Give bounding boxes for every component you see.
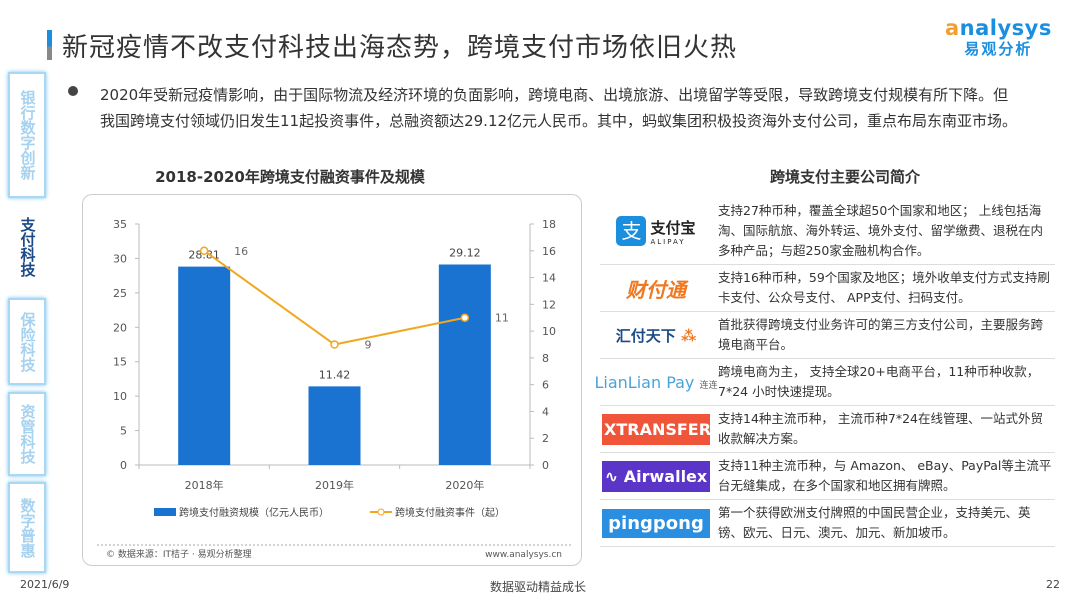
x-tick-label: 2018年 (185, 478, 224, 492)
chinapnr-logo: 汇付天下 ⁂ (615, 326, 697, 345)
right-tick-label: 12 (542, 298, 556, 311)
left-tick-label: 35 (113, 218, 127, 231)
right-tick-label: 2 (542, 432, 549, 445)
title-accent-bar (47, 30, 52, 60)
left-tick-label: 0 (120, 459, 127, 472)
company-desc: 支持14种主流币种， 主流币种7*24在线管理、一站式外贸收款解决方案。 (718, 411, 1043, 446)
left-tick-label: 20 (113, 321, 127, 334)
right-tick-label: 10 (542, 325, 556, 338)
sidebar-item-inclusive[interactable]: 数字普惠 (8, 482, 46, 573)
summary-text: 2020年受新冠疫情影响，由于国际物流及经济环境的负面影响，跨境电商、出境旅游、… (100, 86, 1018, 130)
sidebar-item-asset[interactable]: 资管科技 (8, 392, 46, 476)
line-series (203, 249, 466, 346)
bar (178, 266, 231, 465)
company-row-alipay: 支支付宝 ALIPAY 支持27种币种，覆盖全球超50个国家和地区； 上线包括海淘… (600, 198, 1055, 265)
left-tick-label: 30 (113, 252, 127, 265)
line-point (460, 313, 470, 322)
alipay-logo: 支支付宝 ALIPAY (600, 201, 712, 261)
legend-line-marker (377, 508, 385, 516)
left-tick-label: 25 (113, 287, 127, 300)
line-point (199, 246, 209, 256)
source-site: www.analysys.cn (485, 550, 562, 560)
line-point (330, 340, 339, 349)
left-tick-label: 10 (113, 390, 127, 403)
chart-frame (82, 194, 582, 566)
companies-title: 跨境支付主要公司简介 (769, 168, 920, 186)
source-text: © 数据来源：IT桔子 · 易观分析整理 (106, 548, 252, 560)
bar-value-label: 11.42 (319, 368, 351, 381)
companies-list: 支支付宝 ALIPAY 支持27种币种，覆盖全球超50个国家和地区； 上线包括海淘… (594, 198, 1055, 547)
right-tick-label: 18 (542, 218, 556, 231)
x-tick-label: 2019年 (315, 478, 354, 492)
page-number: 22 (1046, 578, 1060, 591)
line-value-label: 11 (495, 312, 509, 325)
line-value-label: 9 (365, 339, 372, 352)
company-desc: 支持11种主流币种，与 Amazon、 eBay、PayPal等主流平台无缝集成… (718, 458, 1052, 493)
company-row-chinapnr: 汇付天下 ⁂ 首批获得跨境支付业务许可的第三方支付公司，主要服务跨境电商平台。 (600, 312, 1055, 359)
company-row-pingpong: pingpong 第一个获得欧洲支付牌照的中国民营企业，支持美元、英镑、欧元、日… (600, 500, 1055, 547)
airwallex-logo: ∿ Airwallex (600, 456, 712, 496)
bar (438, 264, 491, 465)
company-row-airwallex: ∿ Airwallex 支持11种主流币种，与 Amazon、 eBay、Pay… (600, 453, 1055, 500)
company-desc: 支持27种币种，覆盖全球超50个国家和地区； 上线包括海淘、国际航旅、海外转运、… (718, 203, 1044, 258)
right-tick-label: 16 (542, 245, 556, 258)
company-desc: 第一个获得欧洲支付牌照的中国民营企业，支持美元、英镑、欧元、日元、澳元、加元、新… (718, 505, 1031, 540)
bullet-icon (68, 86, 78, 96)
sidebar-item-payment[interactable]: 支付科技 (8, 204, 46, 290)
sidebar-item-insurance[interactable]: 保险科技 (8, 298, 46, 385)
bar (308, 386, 361, 465)
legend-bar-label: 跨境支付融资规模（亿元人民币） (179, 506, 329, 519)
page-title: 新冠疫情不改支付科技出海态势，跨境支付市场依旧火热 (62, 33, 738, 63)
analysys-logo: analysys 易观分析 (945, 16, 1052, 58)
company-desc: 支持16种币种，59个国家及地区；境外收单支付方式支持刷卡支付、公众号支付、 A… (718, 270, 1050, 305)
left-tick-label: 15 (113, 356, 127, 369)
xtransfer-logo: XTRANSFER (600, 409, 712, 449)
company-row-lianlian: LianLian Pay 连连 跨境电商为主， 支持全球20+电商平台，11种币… (594, 359, 1055, 406)
company-desc: 首批获得跨境支付业务许可的第三方支付公司，主要服务跨境电商平台。 (718, 317, 1044, 352)
company-row-xtransfer: XTRANSFER 支持14种主流币种， 主流币种7*24在线管理、一站式外贸收… (600, 406, 1055, 453)
bar-value-label: 28.81 (188, 249, 220, 262)
left-tick-label: 5 (120, 425, 127, 438)
tenpay-logo: 财付通 (626, 277, 686, 302)
right-tick-label: 6 (542, 379, 549, 392)
legend-bar-swatch (154, 508, 176, 516)
right-tick-label: 0 (542, 459, 549, 472)
sidebar-item-bank[interactable]: 银行数字创新 (8, 72, 46, 198)
right-tick-label: 8 (542, 352, 549, 365)
lianlian-logo: LianLian Pay 连连 (594, 372, 718, 392)
x-tick-label: 2020年 (445, 478, 484, 492)
footer-slogan: 数据驱动精益成长 (490, 580, 587, 594)
footer-date: 2021/6/9 (20, 578, 70, 591)
company-desc: 跨境电商为主， 支持全球20+电商平台，11种币种收款，7*24 小时快速提现。 (718, 364, 1040, 399)
pingpong-logo: pingpong (600, 503, 712, 543)
company-row-tenpay: 财付通 支持16种币种，59个国家及地区；境外收单支付方式支持刷卡支付、公众号支… (600, 265, 1055, 312)
right-tick-label: 4 (542, 405, 549, 418)
chart-title: 2018-2020年跨境支付融资事件及规模 (155, 168, 425, 186)
bar-value-label: 29.12 (449, 246, 481, 259)
right-tick-label: 14 (542, 272, 556, 285)
line-value-label: 16 (234, 245, 248, 258)
legend-line-label: 跨境支付融资事件（起） (395, 506, 505, 519)
